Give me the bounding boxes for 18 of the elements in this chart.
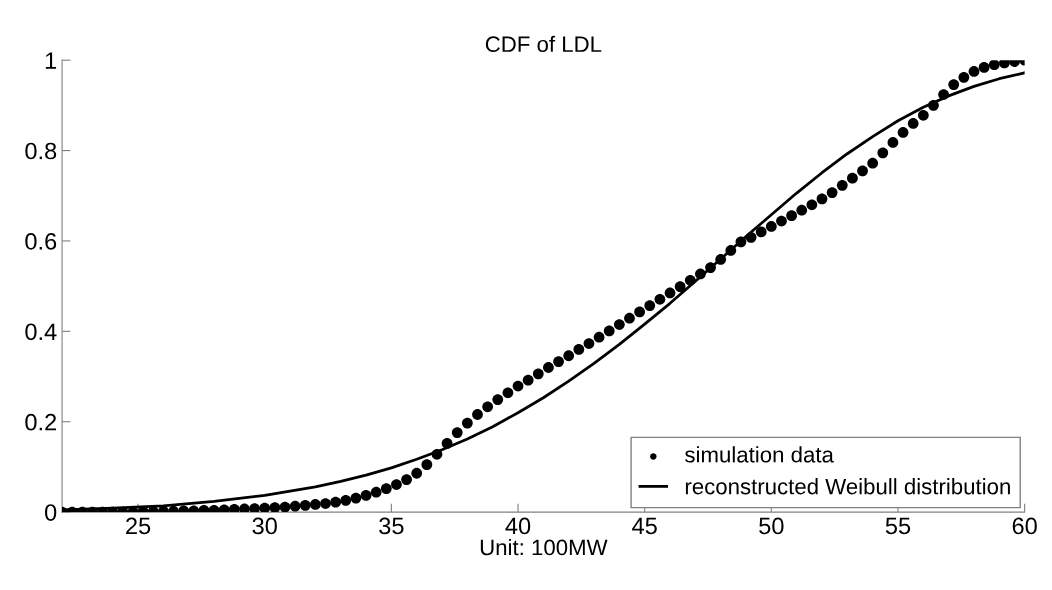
legend-label: reconstructed Weibull distribution bbox=[685, 478, 1010, 495]
x-tick-label: 25 bbox=[126, 517, 151, 535]
chart-title: CDF of LDL bbox=[485, 35, 602, 53]
legend-label: simulation data bbox=[685, 446, 834, 463]
x-tick-label: 30 bbox=[252, 517, 277, 535]
x-axis-title: Unit: 100MW bbox=[480, 538, 608, 556]
x-tick-label: 35 bbox=[379, 517, 404, 535]
y-tick-label: 0.4 bbox=[25, 323, 57, 341]
y-tick-label: 1 bbox=[45, 52, 57, 69]
x-tick-label: 50 bbox=[759, 517, 784, 535]
x-tick-label: 60 bbox=[1012, 517, 1037, 535]
y-tick-label: 0.2 bbox=[25, 413, 57, 431]
y-tick-label: 0 bbox=[45, 504, 57, 521]
y-tick-label: 0.8 bbox=[25, 142, 57, 160]
x-tick-label: 55 bbox=[885, 517, 911, 535]
x-tick-label: 45 bbox=[632, 517, 657, 535]
x-tick-label: 40 bbox=[505, 517, 531, 535]
y-tick-label: 0.6 bbox=[25, 233, 57, 250]
